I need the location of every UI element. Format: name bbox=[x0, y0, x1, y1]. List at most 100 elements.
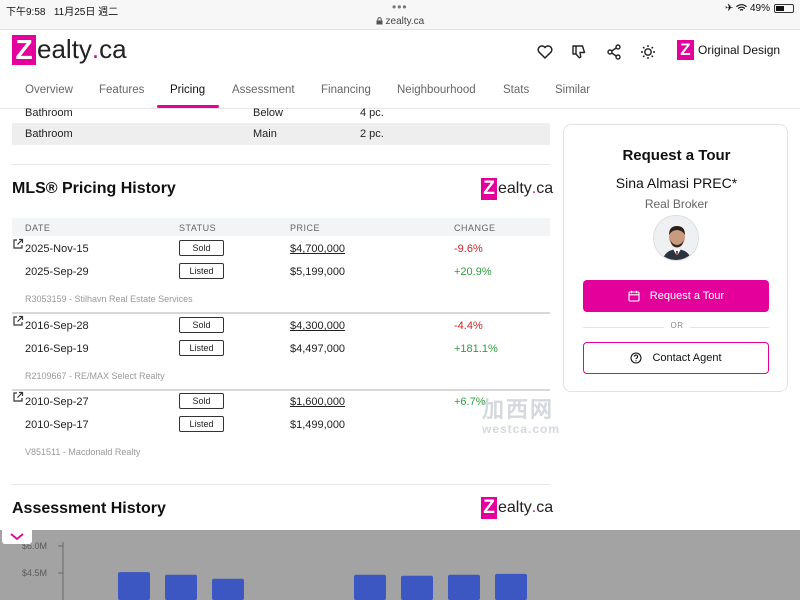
tab-pricing[interactable]: Pricing bbox=[170, 84, 206, 96]
thumbs-down-icon[interactable] bbox=[569, 42, 589, 62]
table-row: 2016-Sep-19 Listed $4,497,000 +181.1% bbox=[12, 338, 550, 360]
logo-tld: ca bbox=[536, 499, 554, 516]
or-label: OR bbox=[664, 321, 690, 330]
status-bar: 下午9:58 11月25日 週二 ••• zealty.ca ✈ 49% bbox=[0, 0, 800, 30]
row-date: 2010-Sep-17 bbox=[25, 419, 89, 431]
more-dots-icon[interactable]: ••• bbox=[392, 0, 408, 14]
status-badge: Listed bbox=[179, 416, 224, 432]
chart-bar[interactable] bbox=[401, 575, 433, 600]
room-row: Bathroom Main 2 pc. bbox=[12, 123, 550, 145]
status-badge: Sold bbox=[179, 240, 224, 256]
row-date: 2025-Sep-29 bbox=[25, 266, 89, 278]
agent-avatar bbox=[653, 215, 699, 261]
original-design-button[interactable]: Z Original Design bbox=[677, 40, 780, 60]
assessment-history-title: Assessment History bbox=[12, 500, 166, 517]
address-bar[interactable]: zealty.ca bbox=[0, 16, 800, 27]
external-link-icon[interactable] bbox=[12, 315, 24, 327]
chart-y-tick-label: $6.0M bbox=[22, 541, 47, 551]
external-link-icon[interactable] bbox=[12, 238, 24, 250]
column-status: STATUS bbox=[179, 223, 217, 233]
room-level: Main bbox=[253, 128, 277, 140]
group-divider bbox=[12, 312, 550, 314]
section-tabs: Overview Features Pricing Assessment Fin… bbox=[0, 74, 800, 109]
sun-icon[interactable] bbox=[638, 42, 658, 62]
chart-bar[interactable] bbox=[354, 574, 386, 600]
chart-bar[interactable] bbox=[448, 574, 480, 600]
chart-bar[interactable] bbox=[495, 573, 527, 600]
price-change: +20.9% bbox=[454, 266, 492, 278]
logo-z: Z bbox=[12, 34, 36, 65]
group-divider bbox=[12, 389, 550, 391]
row-date: 2010-Sep-27 bbox=[25, 396, 89, 408]
tab-stats[interactable]: Stats bbox=[503, 84, 530, 96]
logo-tld: ca bbox=[536, 180, 554, 197]
tab-features[interactable]: Features bbox=[99, 84, 145, 96]
contact-agent-button[interactable]: Contact Agent bbox=[583, 342, 769, 374]
status-badge: Sold bbox=[179, 393, 224, 409]
battery-icon bbox=[774, 4, 794, 13]
room-type: Bathroom bbox=[25, 108, 73, 119]
logo-dot: . bbox=[91, 34, 100, 64]
price-change: +181.1% bbox=[454, 343, 498, 355]
status-time-date: 下午9:58 11月25日 週二 bbox=[6, 3, 118, 18]
heart-icon[interactable] bbox=[535, 42, 555, 62]
pricing-table-header: DATE STATUS PRICE CHANGE bbox=[12, 218, 550, 236]
table-row: 2010-Sep-27 Sold $1,600,000 +6.7% bbox=[12, 391, 550, 413]
wifi-icon bbox=[736, 4, 748, 11]
table-row: 2010-Sep-17 Listed $1,499,000 bbox=[12, 414, 550, 436]
price-link[interactable]: $4,300,000 bbox=[290, 320, 346, 332]
row-date: 2016-Sep-28 bbox=[25, 320, 89, 332]
price-link[interactable]: $1,600,000 bbox=[290, 396, 346, 408]
chart-bar[interactable] bbox=[165, 574, 197, 600]
price-link[interactable]: $4,700,000 bbox=[290, 243, 346, 255]
room-type: Bathroom bbox=[25, 128, 73, 140]
tab-similar[interactable]: Similar bbox=[555, 84, 591, 96]
tab-assessment[interactable]: Assessment bbox=[232, 84, 295, 96]
column-change: CHANGE bbox=[454, 223, 496, 233]
chart-bar[interactable] bbox=[212, 578, 244, 600]
watermark-en: westca.com bbox=[482, 422, 561, 436]
original-design-z-icon: Z bbox=[677, 40, 694, 60]
table-row: 2016-Sep-28 Sold $4,300,000 -4.4% bbox=[12, 315, 550, 337]
calendar-icon bbox=[628, 290, 640, 302]
tab-neighbourhood[interactable]: Neighbourhood bbox=[397, 84, 476, 96]
chart-bar[interactable] bbox=[118, 572, 150, 600]
original-design-label: Original Design bbox=[698, 43, 781, 57]
assessment-chart: $6.0M $4.5M bbox=[22, 541, 527, 600]
pricing-history-title: MLS® Pricing History bbox=[12, 180, 176, 197]
request-tour-button[interactable]: Request a Tour bbox=[583, 280, 769, 312]
column-price: PRICE bbox=[290, 223, 321, 233]
price-change: -4.4% bbox=[454, 320, 483, 332]
price-change: -9.6% bbox=[454, 243, 483, 255]
collapse-chevron-button[interactable] bbox=[2, 530, 32, 544]
mls-listing-id: V851511 - Macdonald Realty bbox=[25, 447, 141, 457]
status-badge: Sold bbox=[179, 317, 224, 333]
table-row: 2025-Sep-29 Listed $5,199,000 +20.9% bbox=[12, 261, 550, 283]
external-link-icon[interactable] bbox=[12, 391, 24, 403]
tab-financing[interactable]: Financing bbox=[321, 84, 371, 96]
status-badge: Listed bbox=[179, 263, 224, 279]
question-circle-icon bbox=[630, 352, 642, 364]
watermark-cn: 加西网 bbox=[482, 397, 555, 422]
status-right: ✈ 49% bbox=[725, 3, 770, 14]
logo-dot: . bbox=[531, 499, 537, 516]
row-price: $4,497,000 bbox=[290, 343, 346, 355]
lock-icon bbox=[376, 17, 383, 25]
mls-listing-id: R2109667 - RE/MAX Select Realty bbox=[25, 371, 165, 381]
logo-text: ealty bbox=[498, 180, 532, 197]
row-price: $1,499,000 bbox=[290, 419, 346, 431]
url-text: zealty.ca bbox=[385, 16, 425, 27]
room-level: Below bbox=[253, 108, 283, 119]
chevron-down-icon bbox=[10, 533, 24, 541]
share-icon[interactable] bbox=[604, 42, 624, 62]
tab-overview[interactable]: Overview bbox=[25, 84, 73, 96]
row-date: 2016-Sep-19 bbox=[25, 343, 89, 355]
column-date: DATE bbox=[25, 223, 51, 233]
status-badge: Listed bbox=[179, 340, 224, 356]
chart-y-tick-label: $4.5M bbox=[22, 568, 47, 578]
tour-card-title: Request a Tour bbox=[622, 147, 731, 164]
